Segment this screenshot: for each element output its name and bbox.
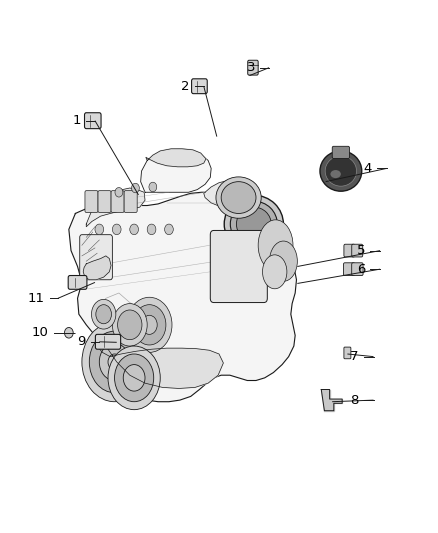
FancyBboxPatch shape xyxy=(68,276,87,289)
FancyBboxPatch shape xyxy=(191,79,207,94)
Polygon shape xyxy=(98,343,223,389)
Text: 2: 2 xyxy=(181,80,190,93)
Text: 4: 4 xyxy=(364,162,372,175)
FancyBboxPatch shape xyxy=(344,244,355,257)
Circle shape xyxy=(133,305,166,345)
Circle shape xyxy=(115,188,123,197)
Ellipse shape xyxy=(221,182,256,214)
Polygon shape xyxy=(321,390,342,411)
FancyBboxPatch shape xyxy=(80,235,113,280)
Ellipse shape xyxy=(258,220,293,271)
Ellipse shape xyxy=(224,195,283,253)
FancyBboxPatch shape xyxy=(352,263,363,276)
Circle shape xyxy=(149,182,157,192)
Circle shape xyxy=(130,224,138,235)
Circle shape xyxy=(165,224,173,235)
Circle shape xyxy=(99,343,130,381)
FancyBboxPatch shape xyxy=(95,334,120,349)
Ellipse shape xyxy=(269,241,297,281)
Text: 1: 1 xyxy=(73,114,81,127)
Circle shape xyxy=(92,300,116,329)
FancyBboxPatch shape xyxy=(85,191,98,213)
FancyBboxPatch shape xyxy=(352,244,363,257)
Polygon shape xyxy=(146,149,206,167)
Circle shape xyxy=(113,304,147,346)
Ellipse shape xyxy=(325,156,357,186)
FancyBboxPatch shape xyxy=(344,347,351,359)
Text: 6: 6 xyxy=(357,263,365,276)
Text: 8: 8 xyxy=(350,393,359,407)
Circle shape xyxy=(89,331,140,393)
Text: 5: 5 xyxy=(357,244,365,257)
Circle shape xyxy=(147,224,156,235)
Circle shape xyxy=(131,183,139,193)
Circle shape xyxy=(108,354,121,370)
Circle shape xyxy=(95,224,104,235)
FancyBboxPatch shape xyxy=(98,191,111,213)
FancyBboxPatch shape xyxy=(343,263,355,276)
Circle shape xyxy=(96,305,112,324)
Ellipse shape xyxy=(320,151,362,191)
Text: 10: 10 xyxy=(32,326,48,340)
Text: 11: 11 xyxy=(28,292,45,305)
Circle shape xyxy=(115,354,154,402)
Circle shape xyxy=(117,310,142,340)
Ellipse shape xyxy=(262,255,287,289)
FancyBboxPatch shape xyxy=(248,60,258,75)
FancyBboxPatch shape xyxy=(111,191,124,213)
Text: 7: 7 xyxy=(350,350,359,363)
Ellipse shape xyxy=(216,177,261,218)
FancyBboxPatch shape xyxy=(210,230,267,303)
FancyBboxPatch shape xyxy=(332,146,350,158)
Polygon shape xyxy=(69,192,297,402)
Ellipse shape xyxy=(330,170,341,178)
Circle shape xyxy=(82,322,147,402)
FancyBboxPatch shape xyxy=(124,191,137,213)
Circle shape xyxy=(108,346,160,410)
Polygon shape xyxy=(141,149,211,192)
Circle shape xyxy=(127,297,172,352)
Polygon shape xyxy=(204,181,254,207)
Ellipse shape xyxy=(237,207,271,241)
Polygon shape xyxy=(83,256,111,280)
Text: 3: 3 xyxy=(247,61,255,74)
Circle shape xyxy=(113,224,121,235)
Circle shape xyxy=(123,365,145,391)
FancyBboxPatch shape xyxy=(85,113,101,128)
Polygon shape xyxy=(86,188,145,227)
Circle shape xyxy=(64,327,73,338)
Circle shape xyxy=(141,316,157,334)
Text: 9: 9 xyxy=(77,335,85,348)
Ellipse shape xyxy=(230,201,277,247)
